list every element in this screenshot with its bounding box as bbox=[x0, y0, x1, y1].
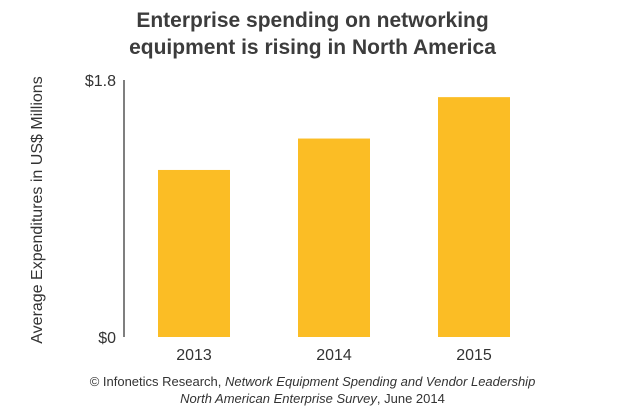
bars bbox=[158, 97, 510, 337]
source-footer: © Infonetics Research, Network Equipment… bbox=[0, 373, 625, 407]
chart-title-line-2: equipment is rising in North America bbox=[129, 36, 496, 59]
y-tick-label-min: $0 bbox=[98, 330, 116, 347]
footer-report-title: Network Equipment Spending and Vendor Le… bbox=[225, 374, 536, 389]
footer-source-prefix: © Infonetics Research, bbox=[89, 374, 226, 389]
footer-line-1: © Infonetics Research, Network Equipment… bbox=[0, 373, 625, 390]
chart-title-line-1: Enterprise spending on networking bbox=[136, 9, 489, 32]
x-tick-label-2014: 2014 bbox=[316, 347, 352, 364]
footer-line-2: North American Enterprise Survey, June 2… bbox=[0, 390, 625, 407]
footer-date: , June 2014 bbox=[376, 391, 445, 406]
x-axis-labels: 2013 2014 2015 bbox=[176, 347, 492, 364]
x-tick-label-2013: 2013 bbox=[176, 347, 212, 364]
y-axis: $1.8 $0 Average Expenditures in US$ Mill… bbox=[29, 73, 125, 347]
y-axis-label: Average Expenditures in US$ Millions bbox=[29, 76, 46, 343]
y-tick-label-max: $1.8 bbox=[85, 73, 116, 90]
bar-2015 bbox=[438, 97, 510, 337]
footer-survey-title: North American Enterprise Survey bbox=[180, 391, 377, 406]
chart-title: Enterprise spending on networking equipm… bbox=[0, 7, 625, 61]
bar-2013 bbox=[158, 169, 230, 337]
x-tick-label-2015: 2015 bbox=[456, 347, 492, 364]
bar-2014 bbox=[298, 138, 370, 337]
